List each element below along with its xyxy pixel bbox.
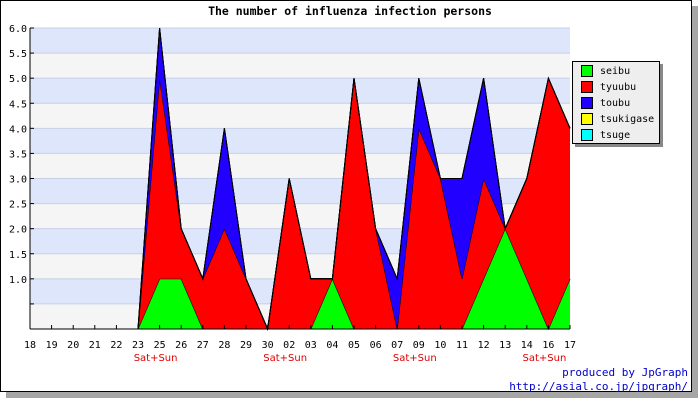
x-tick-label: 27 <box>197 340 209 351</box>
weekend-label: Sat+Sun <box>134 353 178 364</box>
grid-band <box>30 78 570 104</box>
x-tick-label: 04 <box>326 340 338 351</box>
legend-label: toubu <box>600 97 631 109</box>
legend-label: seibu <box>600 65 631 77</box>
legend-swatch <box>581 97 593 109</box>
x-tick-label: 29 <box>240 340 252 351</box>
series-area-seibu <box>30 228 570 329</box>
x-tick-label: 07 <box>391 340 403 351</box>
x-tick-label: 20 <box>67 340 79 351</box>
grid-band <box>30 53 570 79</box>
weekend-label: Sat+Sun <box>263 353 307 364</box>
grid-band <box>30 28 570 54</box>
legend-item-tsuge: tsuge <box>573 127 659 143</box>
legend-swatch <box>581 65 593 77</box>
y-tick-label: 3.0 <box>9 175 27 186</box>
x-tick-label: 11 <box>456 340 468 351</box>
legend-item-tsukigase: tsukigase <box>573 111 659 127</box>
legend-swatch <box>581 81 593 93</box>
x-tick-label: 02 <box>283 340 295 351</box>
legend-label: tsukigase <box>600 113 655 125</box>
series-area-tyuubu <box>30 78 570 329</box>
x-tick-label: 13 <box>499 340 511 351</box>
x-tick-label: 10 <box>434 340 446 351</box>
x-tick-label: 16 <box>542 340 554 351</box>
credit-line-2: http://asial.co.jp/jpgraph/ <box>509 380 688 393</box>
x-tick-label: 28 <box>218 340 230 351</box>
x-tick-label: 23 <box>132 340 144 351</box>
x-tick-label: 18 <box>24 340 36 351</box>
credit-line-1: produced by JpGraph <box>562 366 688 379</box>
y-tick-label: 4.0 <box>9 124 27 135</box>
y-tick-label: 2.5 <box>9 200 27 211</box>
legend-item-toubu: toubu <box>573 95 659 111</box>
y-tick-label: 2.0 <box>9 225 27 236</box>
legend-swatch <box>581 113 593 125</box>
legend-swatch <box>581 129 593 141</box>
x-tick-label: 22 <box>110 340 122 351</box>
x-tick-label: 12 <box>478 340 490 351</box>
x-tick-label: 30 <box>262 340 274 351</box>
x-tick-label: 06 <box>370 340 382 351</box>
x-tick-label: 05 <box>348 340 360 351</box>
weekend-label: Sat+Sun <box>393 353 437 364</box>
y-tick-label: 1.5 <box>9 250 27 261</box>
x-tick-label: 26 <box>175 340 187 351</box>
y-tick-label: 6.0 <box>9 24 27 35</box>
x-tick-label: 09 <box>413 340 425 351</box>
chart-title: The number of influenza infection person… <box>208 4 492 18</box>
x-tick-label: 19 <box>46 340 58 351</box>
series-area-toubu <box>30 28 570 329</box>
x-tick-label: 14 <box>521 340 533 351</box>
legend-item-tyuubu: tyuubu <box>573 79 659 95</box>
credit: produced by JpGraph http://asial.co.jp/j… <box>509 366 688 394</box>
legend-label: tyuubu <box>600 81 637 93</box>
weekend-label: Sat+Sun <box>522 353 566 364</box>
legend: seibu tyuubu toubu tsukigase tsuge <box>572 61 660 144</box>
legend-item-seibu: seibu <box>573 63 659 79</box>
x-tick-label: 25 <box>154 340 166 351</box>
legend-label: tsuge <box>600 129 631 141</box>
x-tick-label: 21 <box>89 340 101 351</box>
y-tick-label: 5.0 <box>9 74 27 85</box>
x-tick-label: 03 <box>305 340 317 351</box>
y-tick-label: 1.0 <box>9 275 27 286</box>
x-tick-label: 17 <box>564 340 576 351</box>
y-tick-label: 3.5 <box>9 149 27 160</box>
y-tick-label: 4.5 <box>9 99 27 110</box>
y-tick-label: 5.5 <box>9 49 27 60</box>
